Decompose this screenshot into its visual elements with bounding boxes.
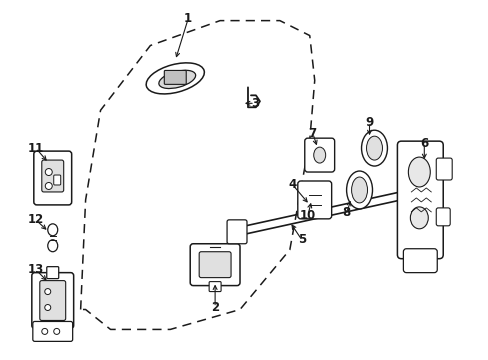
FancyBboxPatch shape (34, 151, 72, 205)
FancyBboxPatch shape (32, 273, 74, 328)
Text: 7: 7 (308, 127, 316, 140)
Circle shape (45, 183, 52, 189)
FancyBboxPatch shape (47, 267, 59, 279)
Ellipse shape (351, 177, 367, 203)
Ellipse shape (361, 130, 386, 166)
Circle shape (45, 289, 51, 294)
Text: 8: 8 (342, 206, 350, 219)
Text: 11: 11 (28, 141, 44, 155)
FancyBboxPatch shape (297, 181, 331, 219)
Ellipse shape (346, 171, 372, 209)
Text: 1: 1 (184, 12, 192, 25)
Text: 13: 13 (28, 263, 44, 276)
Text: 9: 9 (365, 116, 373, 129)
Circle shape (45, 168, 52, 176)
FancyBboxPatch shape (54, 175, 61, 185)
FancyBboxPatch shape (199, 252, 230, 278)
FancyBboxPatch shape (435, 158, 451, 180)
FancyBboxPatch shape (304, 138, 334, 172)
FancyBboxPatch shape (403, 249, 436, 273)
Ellipse shape (146, 63, 204, 94)
Ellipse shape (48, 240, 58, 252)
FancyBboxPatch shape (435, 208, 449, 226)
Text: 5: 5 (297, 233, 305, 246)
Ellipse shape (48, 224, 58, 236)
Circle shape (54, 328, 60, 334)
Text: 2: 2 (211, 301, 219, 314)
FancyBboxPatch shape (33, 321, 73, 341)
Ellipse shape (366, 136, 382, 160)
FancyBboxPatch shape (209, 282, 221, 292)
Ellipse shape (409, 207, 427, 229)
FancyBboxPatch shape (397, 141, 442, 259)
Text: 10: 10 (299, 210, 315, 222)
FancyBboxPatch shape (164, 71, 186, 84)
Ellipse shape (313, 147, 325, 163)
Text: 3: 3 (250, 97, 259, 110)
FancyBboxPatch shape (40, 280, 65, 320)
Text: 6: 6 (419, 137, 427, 150)
FancyBboxPatch shape (226, 220, 246, 244)
FancyBboxPatch shape (190, 244, 240, 285)
Text: 4: 4 (288, 179, 296, 192)
Circle shape (41, 328, 48, 334)
Ellipse shape (159, 70, 195, 89)
Circle shape (45, 305, 51, 310)
FancyBboxPatch shape (41, 160, 63, 192)
Text: 12: 12 (28, 213, 44, 226)
Ellipse shape (407, 157, 429, 187)
